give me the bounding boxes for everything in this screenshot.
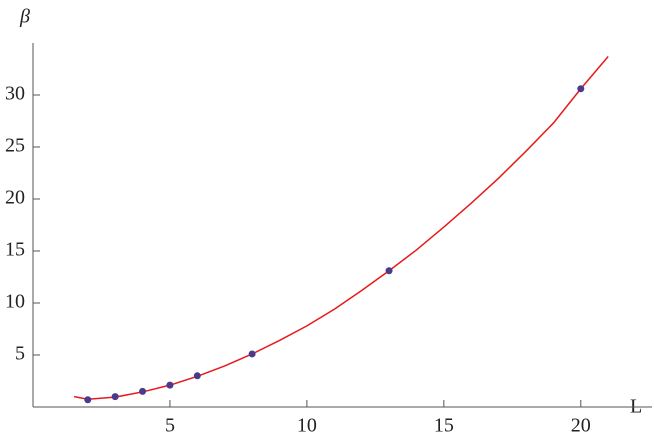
point <box>577 85 585 93</box>
y-tick-label: 10 <box>5 291 25 313</box>
point <box>248 350 256 358</box>
x-tick-label: 5 <box>165 415 175 437</box>
point <box>111 393 119 401</box>
y-tick-label: 25 <box>5 135 25 157</box>
fit-curve <box>73 56 609 400</box>
y-axis-label: β <box>19 6 30 28</box>
y-tick-label: 30 <box>5 83 25 105</box>
point <box>166 381 174 389</box>
x-tick-label: 10 <box>297 415 317 437</box>
point <box>385 267 393 275</box>
point <box>193 372 201 380</box>
point <box>139 387 147 395</box>
point <box>84 396 92 404</box>
y-tick-label: 5 <box>15 343 25 365</box>
x-tick-label: 20 <box>571 415 591 437</box>
y-tick-label: 20 <box>5 187 25 209</box>
y-tick-label: 15 <box>5 239 25 261</box>
x-tick-label: 15 <box>434 415 454 437</box>
